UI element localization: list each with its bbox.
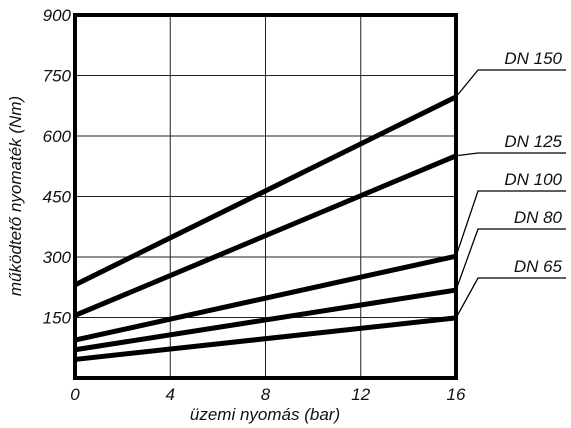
- series-leader: [455, 228, 566, 291]
- plot-frame: [73, 13, 458, 380]
- series-leader: [455, 152, 566, 157]
- series-line-dn-150: [73, 94, 458, 288]
- tick-labels: 0 4 8 12 16 150 300 450 600 750 900: [43, 6, 466, 404]
- x-tick-label: 16: [447, 385, 466, 404]
- series-line-dn-80: [74, 287, 457, 353]
- series-label: DN 125: [504, 132, 562, 151]
- y-tick-label: 900: [43, 6, 72, 25]
- series-leaders: [455, 69, 566, 319]
- series-line-dn-65: [74, 315, 457, 362]
- y-axis-title: működtető nyomaték (Nm): [6, 96, 25, 296]
- series-leader: [455, 69, 566, 98]
- series-label: DN 100: [504, 170, 562, 189]
- series-lines: [73, 94, 458, 362]
- x-axis-title: üzemi nyomás (bar): [190, 405, 340, 424]
- series-labels: DN 150 DN 125 DN 100 DN 80 DN 65: [504, 49, 562, 276]
- series-label: DN 65: [514, 257, 563, 276]
- series-line-dn-125: [74, 153, 457, 318]
- series-leader: [455, 190, 566, 257]
- series-label: DN 80: [514, 208, 563, 227]
- series-leader: [455, 277, 566, 319]
- x-tick-label: 4: [166, 385, 175, 404]
- series-line-dn-100: [74, 253, 457, 343]
- x-tick-label: 12: [351, 385, 370, 404]
- x-tick-label: 0: [70, 385, 80, 404]
- y-tick-label: 150: [43, 309, 72, 328]
- y-tick-label: 450: [43, 188, 72, 207]
- series-label: DN 150: [504, 49, 562, 68]
- x-tick-label: 8: [261, 385, 271, 404]
- y-tick-label: 600: [43, 127, 72, 146]
- y-tick-label: 300: [43, 248, 72, 267]
- y-tick-label: 750: [43, 67, 72, 86]
